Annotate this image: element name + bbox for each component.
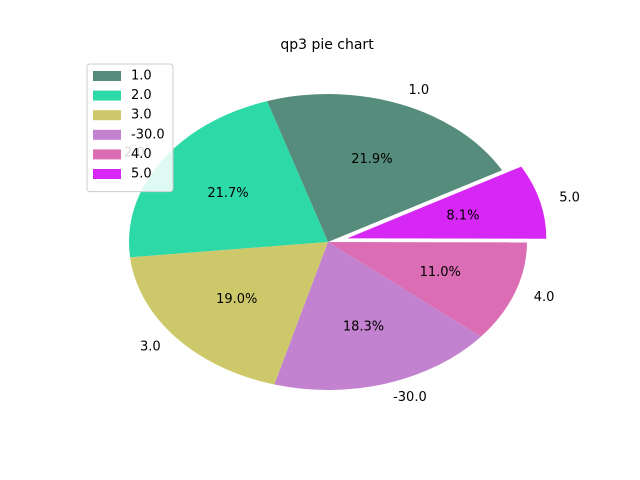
legend-swatch-3 [93, 110, 121, 121]
legend: 1.0 2.0 3.0 -30.0 4.0 5.0 [86, 63, 174, 193]
percent-label-4: 18.3% [343, 319, 384, 334]
pie-slice-5 [328, 242, 527, 337]
pie-slice-2 [129, 101, 328, 258]
pie-slice-4 [274, 242, 481, 390]
category-label-1: 1.0 [409, 83, 430, 98]
category-label-5: 4.0 [534, 290, 555, 305]
pie-slice-1 [267, 94, 503, 242]
category-label-3: 3.0 [140, 339, 161, 354]
percent-labels: 21.9% 21.7% 19.0% 18.3% 11.0% 8.1% [207, 152, 479, 334]
percent-label-6: 8.1% [446, 209, 479, 224]
legend-swatch-1 [93, 71, 121, 81]
percent-label-2: 21.7% [207, 186, 248, 201]
category-label-6: 5.0 [559, 190, 580, 205]
legend-label-1: 1.0 [131, 69, 152, 84]
percent-label-5: 11.0% [420, 265, 461, 280]
pie-slice-6 [347, 166, 547, 239]
legend-label-2: 2.0 [131, 88, 152, 103]
pie-slices [129, 94, 547, 390]
legend-swatch-4 [93, 129, 121, 140]
legend-swatch-5 [93, 149, 121, 160]
chart-title: qp3 pie chart [280, 37, 374, 53]
legend-swatch-2 [93, 90, 121, 101]
legend-label-6: 5.0 [131, 167, 152, 182]
percent-label-1: 21.9% [351, 152, 392, 167]
legend-label-4: -30.0 [131, 127, 165, 142]
legend-label-5: 4.0 [131, 147, 152, 162]
percent-label-3: 19.0% [216, 292, 257, 307]
pie-slice-3 [130, 242, 328, 385]
legend-label-3: 3.0 [131, 108, 152, 123]
category-label-4: -30.0 [393, 390, 427, 405]
legend-swatch-6 [93, 169, 121, 179]
